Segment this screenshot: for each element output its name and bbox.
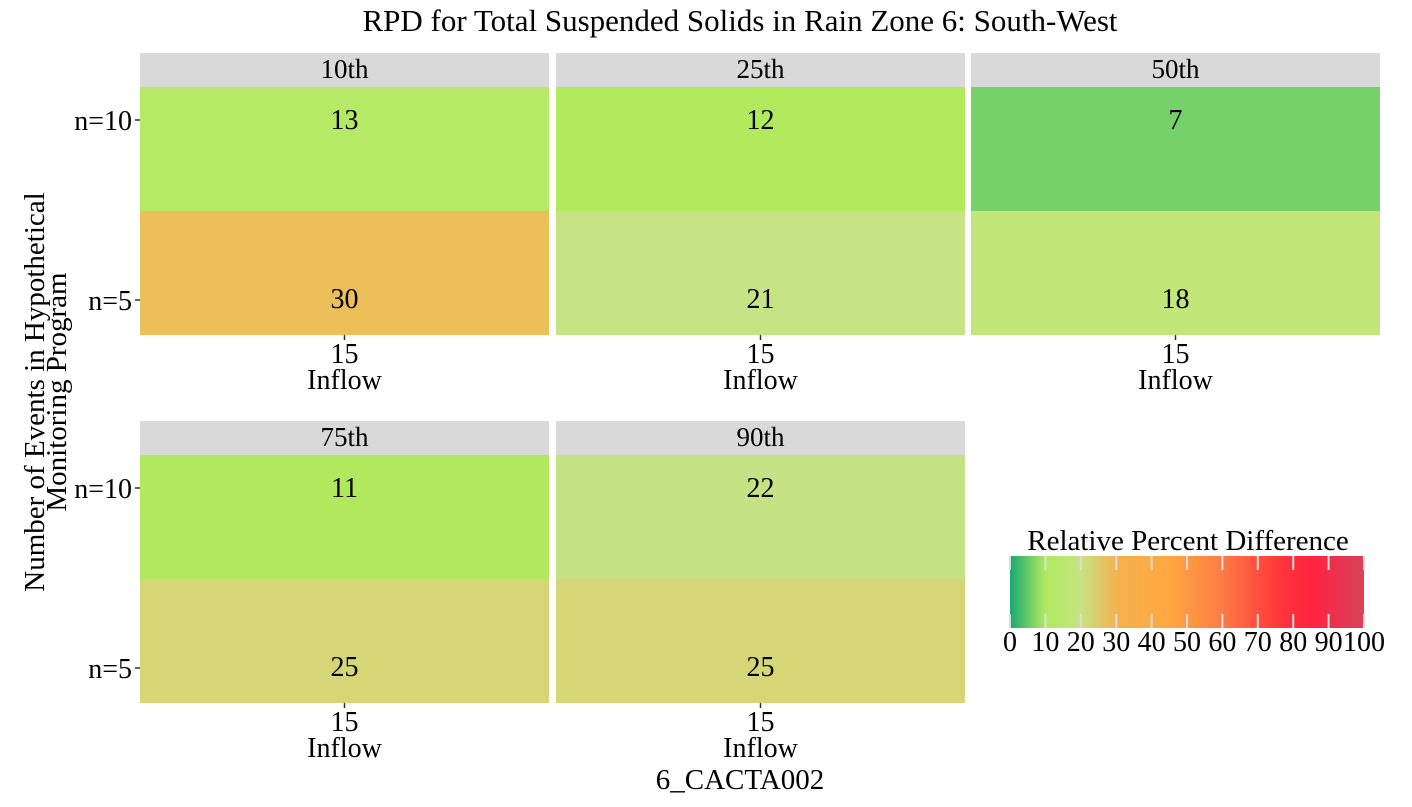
heatmap-cell [140, 87, 549, 211]
heatmap-cell [140, 455, 549, 579]
y-tick-label: n=5 [88, 654, 132, 685]
y-tick-label: n=10 [74, 474, 132, 505]
cell-value-label: 30 [331, 284, 359, 315]
cell-value-label: 7 [1169, 105, 1183, 136]
x-sublabel: Inflow [723, 733, 798, 764]
y-axis-label: Number of Events in Hypothetical Monitor… [19, 192, 73, 591]
x-sublabel: Inflow [1138, 365, 1213, 396]
cell-value-label: 18 [1162, 284, 1190, 315]
x-tick-label: 15 [747, 339, 775, 370]
legend-tick-label: 10 [1031, 627, 1059, 658]
x-tick-label: 15 [747, 707, 775, 738]
chart-title: RPD for Total Suspended Solids in Rain Z… [362, 3, 1117, 38]
x-sublabel: Inflow [307, 733, 382, 764]
cell-value-label: 21 [747, 284, 775, 315]
y-axis-label-line-2: Monitoring Program [41, 272, 73, 512]
x-sublabel: Inflow [307, 365, 382, 396]
heatmap-cell [556, 579, 965, 703]
legend-tick-label: 50 [1173, 627, 1201, 658]
cell-value-label: 25 [331, 652, 359, 683]
cell-value-label: 22 [747, 473, 775, 504]
cell-value-label: 13 [331, 105, 359, 136]
x-tick-label: 15 [331, 707, 359, 738]
cell-value-label: 12 [747, 105, 775, 136]
legend-tick-label: 100 [1343, 627, 1385, 658]
facet-panels: 10th13n=1030n=515Inflow25th122115Inflow5… [74, 53, 1380, 764]
facet-strip [140, 53, 549, 87]
heatmap-cell [971, 87, 1380, 211]
x-tick-label: 15 [1162, 339, 1190, 370]
legend-ticks: 0 10 20 30 40 50 60 70 80 90 100 [1003, 556, 1385, 658]
cell-value-label: 11 [331, 473, 358, 504]
cell-value-label: 25 [747, 652, 775, 683]
facet-strip [971, 53, 1380, 87]
facet-strip-label: 50th [1151, 54, 1200, 84]
legend-tick-label: 90 [1315, 627, 1343, 658]
heatmap-cell [556, 455, 965, 579]
heatmap-cell [556, 211, 965, 335]
y-tick-label: n=5 [88, 286, 132, 317]
facet-strip-label: 75th [320, 422, 369, 452]
legend-tick-label: 30 [1102, 627, 1130, 658]
x-sublabel: Inflow [723, 365, 798, 396]
y-tick-label: n=10 [74, 106, 132, 137]
x-tick-label: 15 [331, 339, 359, 370]
heatmap-cell [140, 211, 549, 335]
heatmap-cell [140, 579, 549, 703]
facet-strip [140, 421, 549, 455]
legend-tick-label: 70 [1244, 627, 1272, 658]
heatmap-cell [556, 87, 965, 211]
heatmap-cell [971, 211, 1380, 335]
color-legend: Relative Percent Difference 0 10 20 30 40 50 6… [1003, 525, 1385, 658]
x-axis-label: 6_CACTA002 [656, 764, 824, 796]
facet-strip-label: 25th [736, 54, 785, 84]
y-axis-label-line-1: Number of Events in Hypothetical [19, 192, 51, 591]
legend-tick-label: 0 [1003, 627, 1017, 658]
facet-strip-label: 10th [320, 54, 369, 84]
facet-strip [556, 421, 965, 455]
legend-tick-label: 40 [1138, 627, 1166, 658]
legend-tick-label: 60 [1208, 627, 1236, 658]
legend-tick-label: 80 [1279, 627, 1307, 658]
legend-title: Relative Percent Difference [1027, 525, 1349, 557]
legend-tick-label: 20 [1067, 627, 1095, 658]
facet-strip [556, 53, 965, 87]
facet-strip-label: 90th [736, 422, 785, 452]
